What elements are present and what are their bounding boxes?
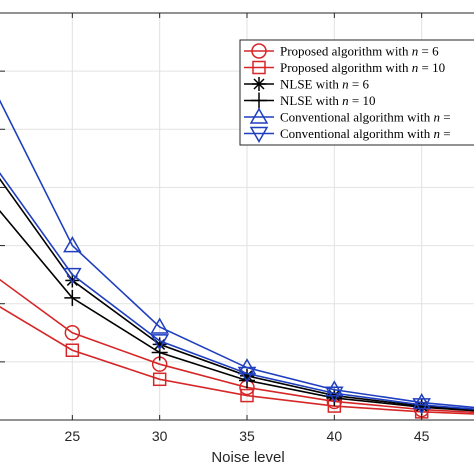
data-point bbox=[63, 236, 82, 253]
legend-box bbox=[239, 39, 474, 146]
series-6 bbox=[0, 172, 474, 415]
legend-item: NLSE with n = 10 bbox=[244, 92, 375, 109]
legend-marker bbox=[251, 92, 267, 109]
data-point bbox=[325, 386, 344, 403]
legend-item: Conventional algorithm with n = bbox=[244, 107, 451, 125]
x-tick-label: 35 bbox=[239, 428, 255, 444]
legend-label: Conventional algorithm with n = bbox=[280, 126, 451, 141]
legend-marker bbox=[249, 126, 269, 144]
legend-label: NLSE with n = 10 bbox=[280, 93, 375, 108]
series-layer bbox=[0, 99, 474, 419]
data-point bbox=[64, 325, 81, 341]
data-point bbox=[152, 337, 167, 352]
legend-item: Proposed algorithm with n = 10 bbox=[244, 60, 445, 75]
data-point bbox=[150, 317, 169, 334]
axes bbox=[0, 12, 474, 421]
legend-marker bbox=[249, 107, 269, 124]
legend-label: Proposed algorithm with n = 6 bbox=[280, 44, 439, 59]
data-point bbox=[151, 344, 168, 361]
x-tick-labels: 25 30 35 40 45 bbox=[65, 428, 430, 444]
legend-marker bbox=[251, 43, 267, 59]
legend-label: NLSE with n = 6 bbox=[280, 77, 369, 92]
legend-label: Conventional algorithm with n = bbox=[280, 110, 451, 125]
data-point bbox=[412, 398, 431, 415]
data-point bbox=[412, 393, 431, 410]
data-point bbox=[64, 289, 81, 306]
legend-label: Proposed algorithm with n = 10 bbox=[280, 60, 445, 75]
data-point bbox=[65, 343, 80, 357]
series-line bbox=[0, 172, 474, 410]
data-point bbox=[63, 267, 82, 285]
x-tick-label: 25 bbox=[65, 428, 81, 444]
x-axis-label: Noise level bbox=[211, 449, 284, 466]
data-point bbox=[325, 380, 344, 397]
data-point bbox=[150, 334, 169, 351]
x-tick-label: 45 bbox=[414, 428, 430, 444]
data-point bbox=[237, 366, 257, 383]
legend-item: Proposed algorithm with n = 6 bbox=[244, 43, 439, 59]
x-tick-label: 30 bbox=[152, 428, 168, 444]
legend-marker bbox=[252, 60, 266, 75]
x-tick-label: 40 bbox=[327, 428, 343, 444]
data-point bbox=[240, 388, 254, 403]
data-point bbox=[152, 372, 167, 387]
legend-item: NLSE with n = 6 bbox=[244, 77, 369, 92]
legend-marker bbox=[252, 77, 266, 91]
legend-item: Conventional algorithm with n = bbox=[244, 126, 451, 144]
